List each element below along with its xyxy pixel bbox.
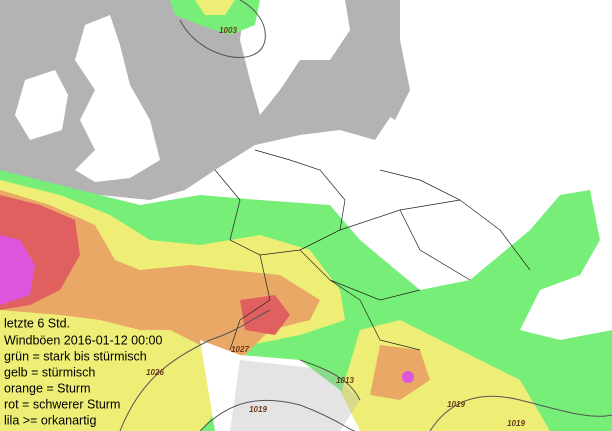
- sea-baltic: [335, 0, 410, 120]
- isobar-label: 1026: [146, 368, 164, 377]
- green-north: [170, 0, 260, 35]
- scandinavia: [240, 0, 350, 115]
- legend: letzte 6 Std. Windböen 2016-01-12 00:00 …: [4, 316, 163, 427]
- legend-line: letzte 6 Std.: [4, 316, 70, 330]
- isobar-label: 1003: [219, 26, 237, 35]
- isobar: [179, 0, 266, 58]
- legend-line: gelb = stürmisch: [4, 365, 95, 379]
- isobar: [119, 309, 271, 431]
- legend-line: orange = Sturm: [4, 381, 91, 395]
- orange-area: [0, 190, 320, 360]
- isobar-label: 1019: [249, 405, 267, 414]
- purple-west: [0, 235, 35, 305]
- isobar-label: 1013: [336, 376, 354, 385]
- borders: [214, 149, 531, 351]
- mediterranean-sea: [230, 360, 360, 431]
- legend-line: rot = schwerer Sturm: [4, 397, 120, 411]
- isobar-label: 1027: [231, 345, 249, 354]
- isobar-label: 1019: [507, 419, 525, 428]
- red-alps: [240, 295, 290, 335]
- orange-south: [370, 345, 430, 400]
- legend-line: grün = stark bis stürmisch: [4, 349, 147, 363]
- purple-south: [402, 371, 414, 383]
- isobar: [299, 359, 361, 401]
- yellow-north: [195, 0, 235, 15]
- isobar: [199, 399, 356, 431]
- legend-line: lila >= orkanartig: [4, 413, 96, 427]
- mediterranean-land: [200, 340, 360, 431]
- isobar-label: 1019: [447, 400, 465, 409]
- isobar: [429, 395, 612, 431]
- legend-line: Windböen 2016-01-12 00:00: [4, 333, 163, 347]
- ireland: [15, 70, 68, 140]
- britain: [75, 15, 160, 182]
